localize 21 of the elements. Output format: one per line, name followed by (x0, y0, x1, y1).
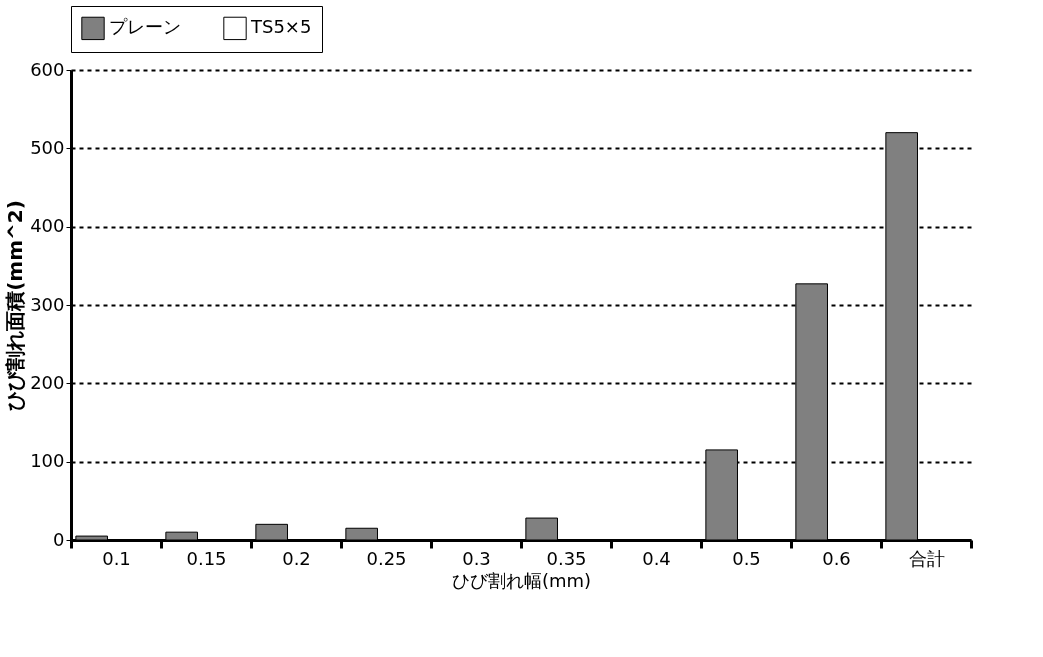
x-tick-label: 0.15 (186, 547, 227, 569)
y-tick-label: 500 (30, 136, 65, 158)
y-tick-label: 200 (30, 371, 65, 393)
x-tick-label: 0.2 (282, 547, 311, 569)
x-tick-label: 合計 (908, 547, 945, 569)
x-axis-title: ひび割れ幅(mm) (451, 569, 592, 591)
legend-label: TS5×5 (250, 16, 312, 38)
x-tick-label: 0.4 (642, 547, 671, 569)
y-tick-label: 400 (30, 215, 65, 237)
x-tick-label: 0.3 (462, 547, 491, 569)
x-tick-label: 0.25 (366, 547, 407, 569)
x-tick-label: 0.5 (732, 547, 761, 569)
y-tick-label: 600 (30, 58, 65, 80)
legend-label: プレーン (109, 16, 181, 38)
y-tick-label: 0 (53, 528, 65, 550)
x-tick-label: 0.35 (546, 547, 587, 569)
y-tick-label: 300 (30, 293, 65, 315)
y-axis-title: ひび割れ面積(mm^2) (3, 200, 28, 411)
y-tick-label: 100 (30, 450, 65, 472)
x-tick-label: 0.1 (102, 547, 131, 569)
x-tick-label: 0.6 (822, 547, 851, 569)
